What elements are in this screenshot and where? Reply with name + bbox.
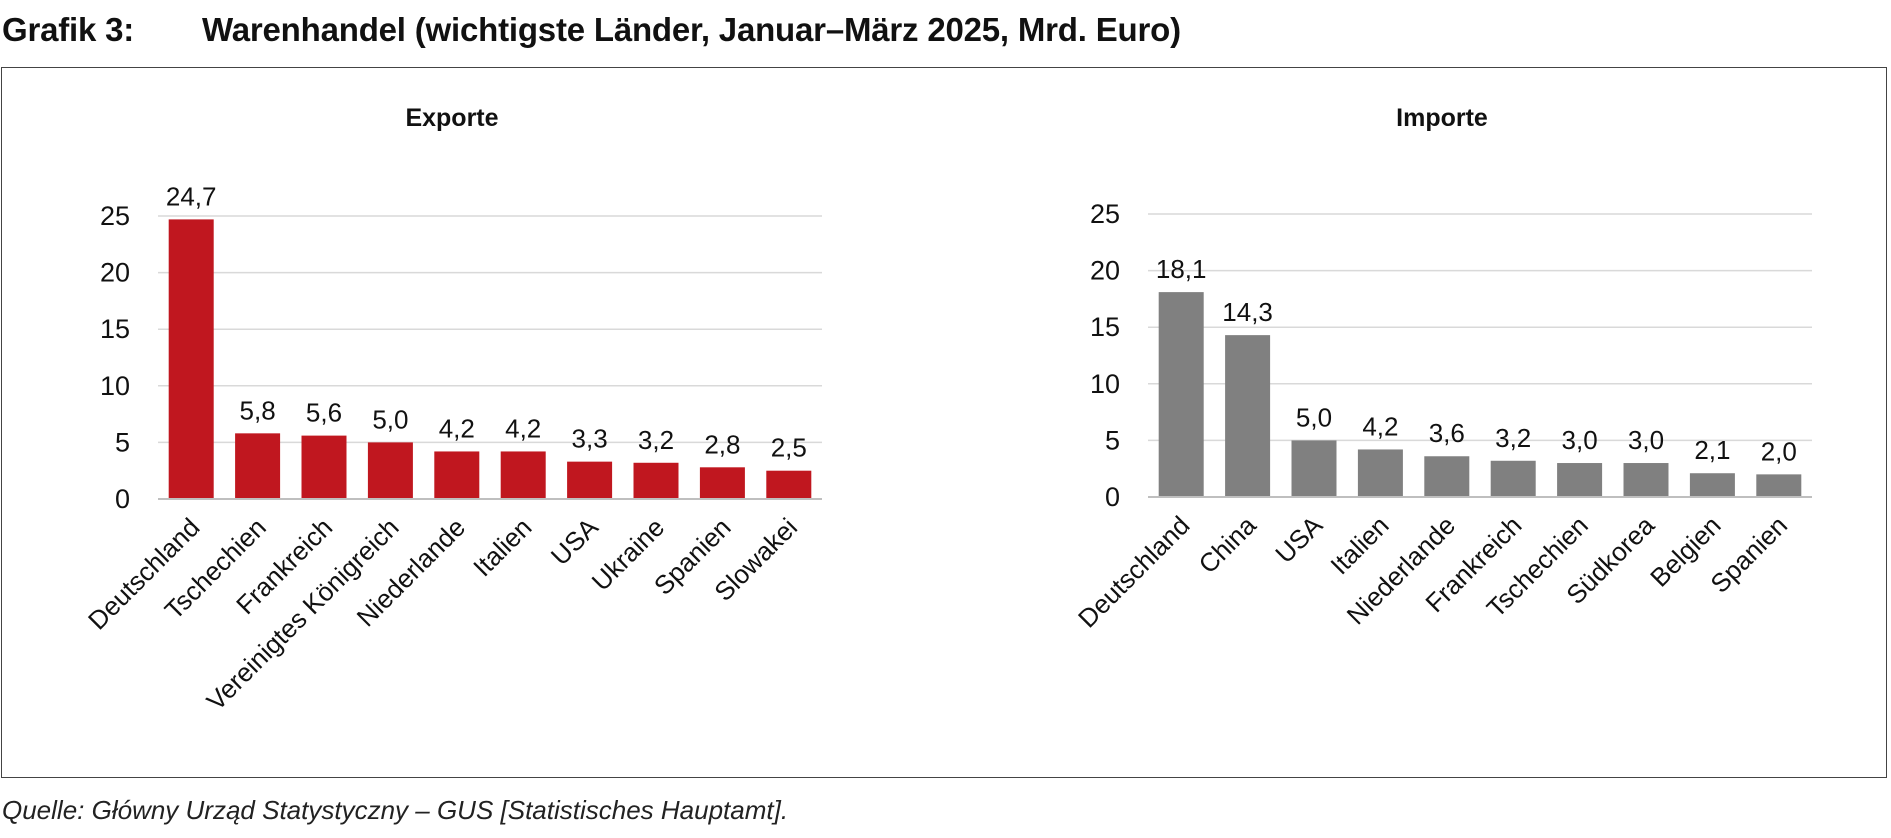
import-value-label: 4,2 (1362, 411, 1398, 441)
import-y-tick-label: 10 (1090, 369, 1120, 399)
figure-title: Warenhandel (wichtigste Länder, Januar–M… (202, 11, 1181, 48)
export-y-tick-label: 25 (100, 201, 130, 231)
import-chart-title: Importe (1396, 104, 1488, 132)
import-bar (1357, 449, 1403, 497)
import-value-label: 2,1 (1694, 435, 1730, 465)
import-category-label: China (1193, 510, 1263, 580)
export-value-label: 24,7 (166, 181, 217, 211)
import-value-label: 14,3 (1222, 297, 1273, 327)
figure-label: Grafik 3: (2, 11, 135, 48)
export-value-label: 2,5 (771, 433, 807, 463)
export-bar (500, 451, 546, 499)
import-value-label: 3,2 (1495, 423, 1531, 453)
export-y-tick-label: 5 (115, 427, 130, 457)
import-bar (1756, 474, 1802, 497)
export-value-label: 5,0 (372, 404, 408, 434)
export-y-tick-label: 0 (115, 484, 130, 514)
import-value-label: 3,6 (1429, 418, 1465, 448)
export-bar (235, 433, 281, 499)
chart-frame (1, 67, 1887, 778)
import-category-label: Deutschland (1072, 510, 1195, 633)
import-y-tick-label: 5 (1105, 425, 1120, 455)
export-bar (301, 435, 347, 499)
import-value-label: 5,0 (1296, 402, 1332, 432)
export-bar (434, 451, 480, 499)
export-bar (633, 462, 679, 499)
import-bar (1689, 473, 1735, 497)
export-bar (168, 219, 214, 499)
import-y-tick-label: 20 (1090, 256, 1120, 286)
import-value-label: 18,1 (1156, 254, 1207, 284)
export-y-tick-label: 10 (100, 371, 130, 401)
import-bar (1623, 463, 1669, 497)
export-value-label: 5,6 (306, 398, 342, 428)
export-bar (567, 461, 613, 499)
figure-header: Grafik 3: Warenhandel (wichtigste Länder… (2, 8, 1181, 52)
source-note: Quelle: Główny Urząd Statystyczny – GUS … (2, 795, 789, 825)
export-bar (699, 467, 745, 499)
export-value-label: 3,3 (572, 424, 608, 454)
export-category-label: Italien (467, 512, 537, 582)
export-y-tick-label: 20 (100, 258, 130, 288)
import-bar (1225, 335, 1271, 497)
export-chart-title: Exporte (405, 104, 498, 132)
export-value-label: 4,2 (505, 413, 541, 443)
export-y-tick-label: 15 (100, 314, 130, 344)
import-y-tick-label: 0 (1105, 482, 1120, 512)
import-bar (1557, 463, 1603, 497)
import-value-label: 2,0 (1761, 436, 1797, 466)
export-value-label: 3,2 (638, 425, 674, 455)
export-value-label: 2,8 (704, 429, 740, 459)
import-bar (1158, 292, 1204, 497)
import-bar (1490, 460, 1536, 497)
import-bar (1424, 456, 1470, 497)
export-value-label: 4,2 (439, 413, 475, 443)
import-y-tick-label: 15 (1090, 312, 1120, 342)
import-category-label: USA (1269, 510, 1328, 569)
import-value-label: 3,0 (1628, 425, 1664, 455)
import-value-label: 3,0 (1562, 425, 1598, 455)
export-category-label: USA (545, 512, 604, 571)
export-bar (766, 470, 812, 499)
import-bar (1291, 440, 1337, 497)
import-y-tick-label: 25 (1090, 199, 1120, 229)
charts-canvas: Exporte051015202524,7Deutschland5,8Tsche… (82, 104, 1812, 716)
export-value-label: 5,8 (240, 395, 276, 425)
export-bar (367, 442, 413, 499)
